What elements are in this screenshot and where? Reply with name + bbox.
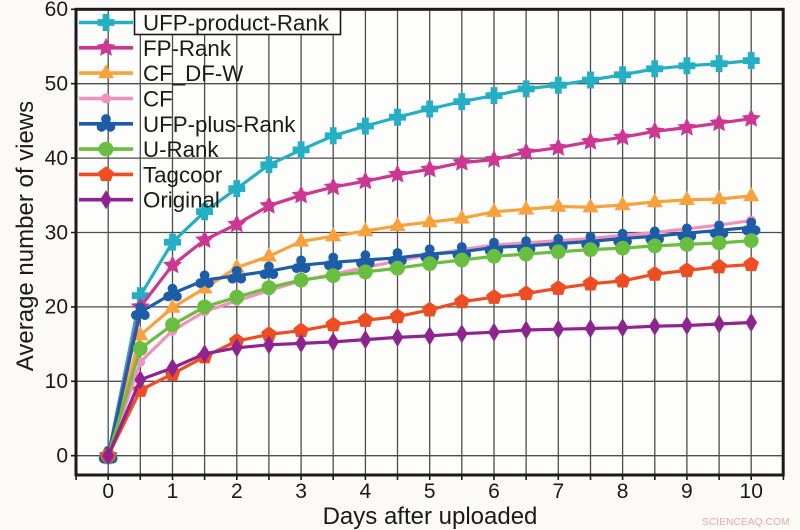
svg-text:40: 40 (45, 147, 68, 170)
svg-text:8: 8 (617, 480, 629, 503)
svg-text:50: 50 (45, 73, 68, 96)
svg-text:U-Rank: U-Rank (143, 137, 219, 162)
svg-text:UFP-plus-Rank: UFP-plus-Rank (143, 112, 296, 137)
svg-text:20: 20 (45, 296, 68, 319)
svg-text:6: 6 (488, 480, 500, 503)
svg-text:30: 30 (45, 221, 68, 244)
svg-text:FP-Rank: FP-Rank (143, 36, 232, 61)
svg-text:60: 60 (45, 0, 68, 21)
svg-text:CF: CF (143, 87, 173, 112)
svg-text:Average number of views: Average number of views (12, 101, 39, 371)
svg-text:0: 0 (56, 445, 68, 468)
svg-text:10: 10 (740, 480, 763, 503)
svg-text:Tagcoor: Tagcoor (143, 162, 223, 187)
svg-text:7: 7 (552, 480, 564, 503)
svg-text:Days after uploaded: Days after uploaded (323, 503, 538, 530)
svg-text:Original: Original (143, 188, 220, 213)
svg-text:3: 3 (295, 480, 307, 503)
svg-text:SCIENCEAQ.COM: SCIENCEAQ.COM (702, 517, 790, 528)
svg-text:5: 5 (424, 480, 436, 503)
svg-text:UFP-product-Rank: UFP-product-Rank (143, 11, 330, 36)
svg-text:9: 9 (681, 480, 693, 503)
svg-text:2: 2 (231, 480, 243, 503)
svg-text:CF_DF-W: CF_DF-W (143, 61, 243, 86)
svg-text:1: 1 (167, 480, 179, 503)
svg-text:10: 10 (45, 370, 68, 393)
svg-text:4: 4 (360, 480, 372, 503)
svg-text:0: 0 (102, 480, 114, 503)
